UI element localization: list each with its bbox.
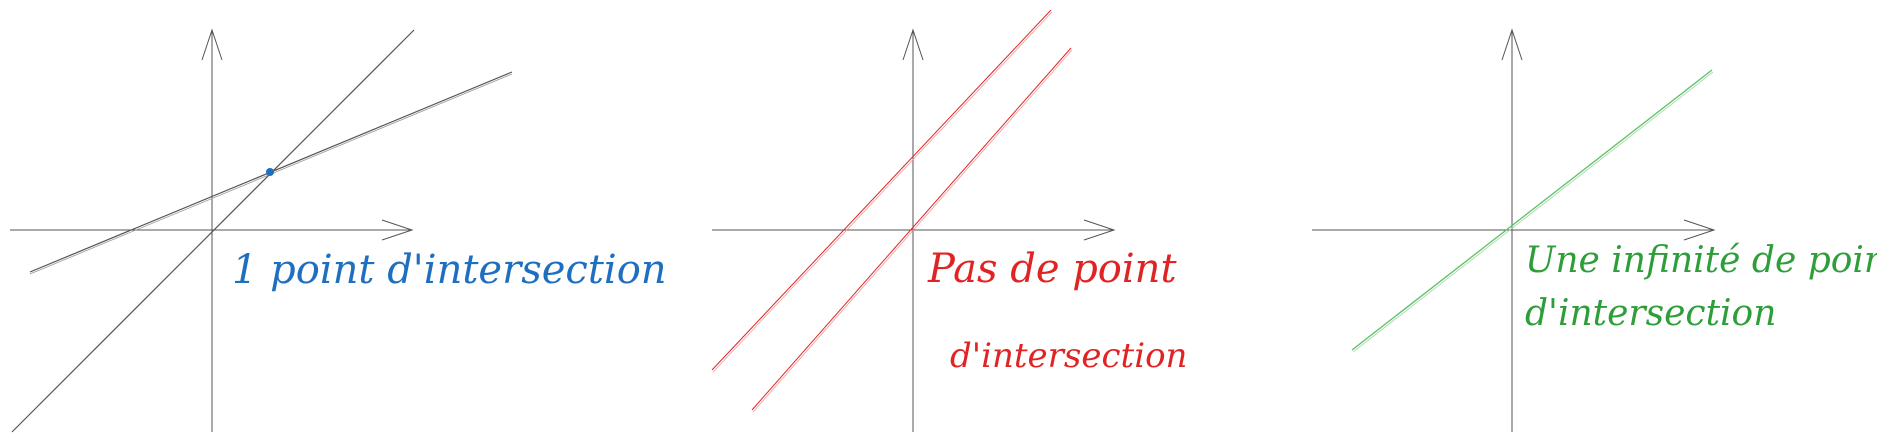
panel-one-point: 1 point d'intersection bbox=[10, 28, 667, 433]
y-axis-arrowhead bbox=[1501, 28, 1523, 61]
x-axis-arrowhead bbox=[1083, 219, 1116, 241]
line-a bbox=[11, 29, 415, 433]
y-axis-arrowhead bbox=[902, 28, 924, 61]
x-axis-arrowhead bbox=[381, 219, 414, 241]
caption-infinite-points-line-2: d'intersection bbox=[1525, 293, 1776, 334]
caption-no-point-line-1: Pas de point bbox=[927, 246, 1177, 292]
panel-no-point: Pas de point d'intersection bbox=[711, 9, 1187, 432]
parallel-line-upper bbox=[711, 9, 1052, 371]
parallel-line-lower bbox=[751, 47, 1072, 411]
panel-infinite-points: Une infinité de points d'intersection bbox=[1312, 28, 1877, 432]
caption-no-point-line-2: d'intersection bbox=[950, 336, 1187, 376]
parallel-line-upper-shadow bbox=[712, 11, 1053, 373]
coincident-line-shadow bbox=[1352, 71, 1714, 353]
coincident-line bbox=[1351, 69, 1713, 351]
caption-infinite-points-line-1: Une infinité de points bbox=[1525, 240, 1877, 281]
caption-one-point-line-1: 1 point d'intersection bbox=[232, 247, 667, 293]
parallel-line-lower-shadow bbox=[752, 49, 1073, 413]
x-axis-arrowhead bbox=[1683, 219, 1716, 241]
intersection-point bbox=[266, 168, 274, 176]
y-axis-arrowhead bbox=[201, 28, 223, 61]
